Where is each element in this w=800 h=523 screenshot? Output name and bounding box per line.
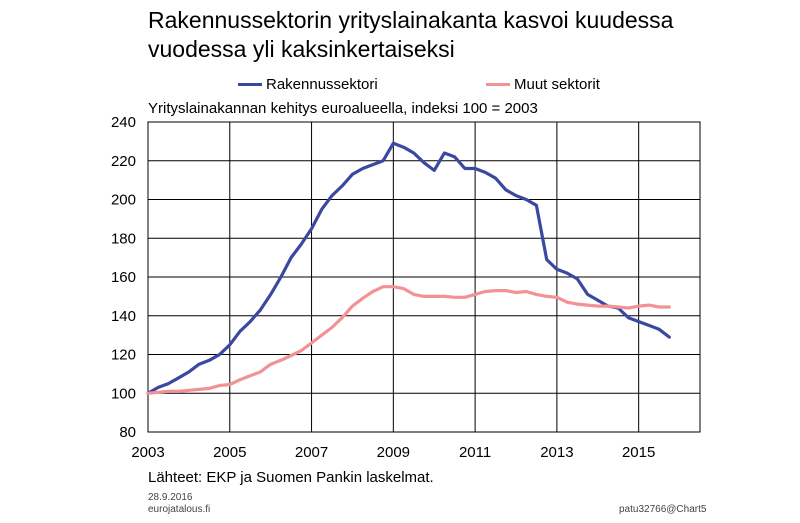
y-tick-label: 200: [111, 192, 136, 209]
legend-item-rakennussektori: Rakennussektori: [238, 74, 378, 94]
series-line-muut-sektorit: [146, 285, 671, 395]
x-tick-label: 2005: [213, 444, 246, 461]
x-tick-label: 2003: [131, 444, 164, 461]
source-note: Lähteet: EKP ja Suomen Pankin laskelmat.: [148, 469, 434, 486]
footer-date: 28.9.2016: [148, 492, 193, 503]
chart-subtitle: Yrityslainakannan kehitys euroalueella, …: [148, 100, 538, 117]
legend-item-muut-sektorit: Muut sektorit: [486, 74, 600, 94]
plot-frame: [147, 121, 701, 433]
y-tick-label: 160: [111, 269, 136, 286]
y-tick-label: 180: [111, 230, 136, 247]
chart-legend: Rakennussektori Muut sektorit: [0, 74, 800, 94]
footer-site: eurojatalous.fi: [148, 504, 211, 515]
series-line-rakennussektori: [146, 141, 671, 395]
x-tick-label: 2011: [459, 444, 491, 461]
y-tick-label: 140: [111, 308, 136, 325]
legend-swatch-rakennussektori: [238, 82, 262, 86]
chart-title: Rakennussektorin yrityslainakanta kasvoi…: [148, 6, 788, 64]
y-tick-label: 100: [111, 385, 136, 402]
x-tick-label: 2015: [622, 444, 655, 461]
legend-label-rakennussektori: Rakennussektori: [266, 75, 378, 93]
x-tick-label: 2013: [540, 444, 573, 461]
legend-swatch-muut-sektorit: [486, 82, 510, 86]
y-tick-label: 240: [111, 114, 136, 131]
chart-title-line2: vuodessa yli kaksinkertaiseksi: [148, 36, 455, 62]
x-tick-label: 2007: [295, 444, 328, 461]
y-tick-label: 80: [119, 424, 136, 441]
y-tick-label: 220: [111, 153, 136, 170]
chart-title-line1: Rakennussektorin yrityslainakanta kasvoi…: [148, 7, 674, 33]
x-tick-label: 2009: [377, 444, 410, 461]
legend-label-muut-sektorit: Muut sektorit: [514, 75, 600, 93]
y-tick-label: 120: [111, 347, 136, 364]
footer-chart-id: patu32766@Chart5: [619, 504, 707, 515]
